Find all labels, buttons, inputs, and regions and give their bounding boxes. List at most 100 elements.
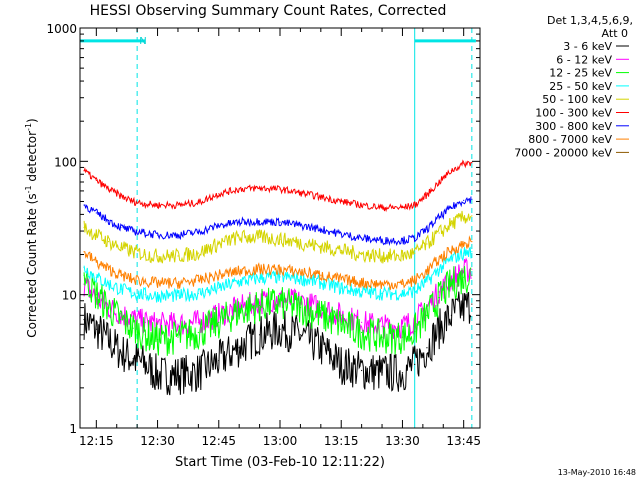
- series-5-point: [361, 253, 363, 256]
- series-8-point: [450, 249, 453, 251]
- series-line-8: [83, 235, 472, 291]
- series-4-point: [258, 277, 261, 279]
- series-5-point: [320, 245, 322, 248]
- series-4-point: [83, 266, 85, 269]
- series-8-point: [258, 268, 261, 270]
- series-7-point: [132, 230, 134, 232]
- series-1-point: [463, 306, 465, 309]
- series-3-point: [238, 310, 240, 312]
- series-2-point: [177, 323, 179, 325]
- series-3-point: [299, 306, 302, 309]
- series-1-point: [107, 340, 110, 342]
- series-8-point: [279, 269, 281, 271]
- series-6-point: [299, 192, 302, 194]
- series-4-point: [340, 287, 342, 289]
- series-3-point: [107, 306, 110, 309]
- series-4-point: [238, 281, 240, 283]
- series-7-point: [450, 206, 453, 209]
- series-3-point: [132, 327, 134, 329]
- series-4-point: [450, 258, 453, 260]
- series-line-1: [83, 291, 472, 396]
- series-5-point: [414, 252, 416, 254]
- series-7-point: [156, 234, 159, 236]
- series-8-point: [144, 280, 146, 282]
- series-5-point: [450, 223, 453, 225]
- series-3-point: [258, 304, 261, 307]
- series-5-point: [156, 255, 159, 257]
- y-tick-label-3: 100: [54, 155, 77, 169]
- series-1-point: [299, 334, 302, 336]
- series-3-point: [438, 297, 440, 299]
- series-7-point: [438, 216, 440, 218]
- footer-date: 13-May-2010 16:48: [558, 468, 636, 477]
- series-3-point: [426, 314, 428, 316]
- series-5-point: [401, 255, 404, 257]
- series-8-point: [426, 270, 428, 272]
- series-line-5: [83, 210, 472, 264]
- series-1-point: [438, 328, 440, 330]
- series-1-point: [340, 363, 342, 365]
- series-5-point: [258, 236, 261, 238]
- legend-title-line-1: Det 1,3,4,5,6,9,: [547, 14, 633, 27]
- axes: 12:15 12:30 12:45 13:00 13:15 13:30 13:45 1 10 10…: [46, 22, 481, 448]
- series-4-point: [132, 292, 134, 294]
- series-line-7: [83, 196, 472, 247]
- series-6-point: [361, 204, 363, 206]
- series-1-point: [381, 372, 383, 374]
- series-5-point: [144, 253, 146, 256]
- series-4-point: [361, 291, 363, 293]
- series-5-point: [83, 226, 85, 228]
- series-7-point: [83, 204, 85, 206]
- series-3-point: [381, 336, 383, 338]
- series-4-point: [471, 251, 473, 253]
- series-4-point: [381, 292, 383, 295]
- series-6-point: [238, 188, 240, 190]
- series-7-point: [197, 231, 199, 233]
- series-2-point: [381, 325, 383, 327]
- x-tick-label-3: 12:45: [201, 434, 236, 448]
- series-2-point: [218, 314, 220, 316]
- series-7-point: [340, 233, 342, 235]
- series-4-point: [95, 276, 97, 278]
- series-3-point: [197, 331, 199, 334]
- series-6-point: [156, 204, 159, 206]
- series-4-point: [414, 290, 416, 292]
- series-8-point: [361, 282, 363, 284]
- x-tick-label-6: 13:30: [385, 434, 420, 448]
- series-4-point: [320, 282, 322, 284]
- series-5-point: [197, 252, 199, 254]
- series-1-point: [218, 360, 220, 362]
- series-8-point: [463, 243, 465, 245]
- series-3-point: [120, 319, 122, 321]
- series-6-point: [450, 170, 453, 172]
- series-8-point: [177, 282, 179, 284]
- series-6-point: [401, 206, 404, 209]
- series-6-point: [258, 187, 261, 189]
- series-8-point: [320, 274, 322, 276]
- series-5-point: [107, 241, 110, 243]
- y-tick-label-4: 1000: [46, 22, 77, 36]
- series-2-point: [361, 321, 363, 323]
- series-5-point: [238, 236, 240, 238]
- series-7-point: [401, 239, 404, 242]
- series-5: [83, 210, 473, 264]
- x-axis-label: Start Time (03-Feb-10 12:11:22): [175, 455, 385, 470]
- series-6-point: [177, 204, 179, 206]
- series-3-point: [144, 334, 146, 336]
- series-8-point: [120, 274, 122, 276]
- series-6-point: [132, 200, 134, 203]
- series-8-point: [83, 251, 85, 253]
- series-7-point: [426, 228, 428, 230]
- series-1-point: [401, 372, 404, 374]
- legend-label-8: 800 - 7000 keV: [528, 133, 612, 146]
- series-6-point: [463, 163, 465, 165]
- series-1-point: [361, 369, 363, 372]
- series-2-point: [144, 321, 146, 323]
- legend-label-3: 12 - 25 keV: [549, 67, 612, 80]
- series-4-point: [463, 252, 465, 254]
- chart-title: HESSI Observing Summary Count Rates, Cor…: [90, 3, 447, 19]
- x-tick-label-5: 13:15: [324, 434, 359, 448]
- series-7-point: [361, 237, 363, 239]
- legend-label-1: 3 - 6 keV: [563, 40, 612, 53]
- series-6-point: [197, 202, 199, 204]
